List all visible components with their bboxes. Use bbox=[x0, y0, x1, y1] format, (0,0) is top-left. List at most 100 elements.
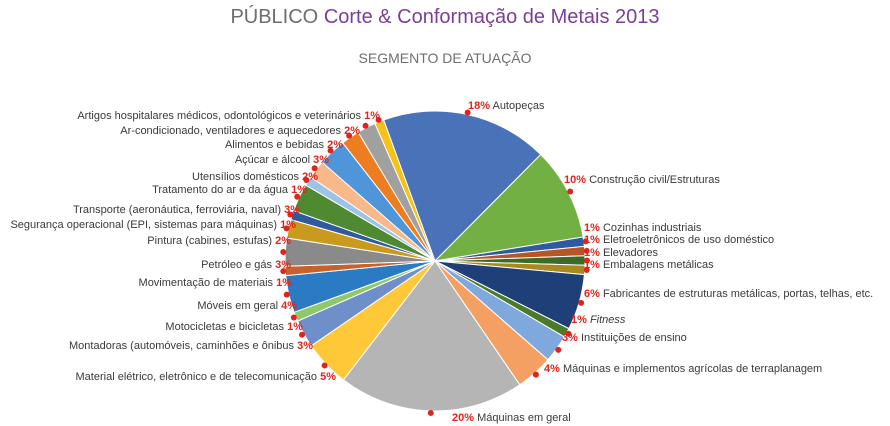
slice-name: Elevadores bbox=[600, 247, 659, 259]
slice-label: 1% Fitness bbox=[571, 314, 626, 326]
chart-title: PÚBLICO Corte & Conformação de Metais 20… bbox=[0, 6, 890, 29]
slice-label: Transporte (aeronáutica, ferroviária, na… bbox=[73, 204, 300, 216]
slice-marker bbox=[321, 362, 328, 369]
slice-percent: 4% bbox=[281, 300, 297, 312]
slice-label: Móveis em geral 4% bbox=[197, 300, 297, 312]
slice-marker bbox=[299, 331, 306, 338]
slice-name: Pintura (cabines, estufas) bbox=[147, 235, 275, 247]
slice-marker bbox=[294, 193, 301, 200]
slice-label: 20% Máquinas em geral bbox=[452, 412, 571, 424]
slice-name: Tratamento do ar e da água bbox=[152, 184, 291, 196]
chart-title-main: Corte & Conformação de Metais 2013 bbox=[323, 6, 660, 28]
slice-name: Máquinas em geral bbox=[474, 412, 571, 424]
slice-marker bbox=[578, 299, 585, 306]
slice-marker bbox=[290, 314, 297, 321]
slice-name: Eletroeletrônicos de uso doméstico bbox=[600, 234, 774, 246]
slice-percent: 1% bbox=[364, 110, 380, 122]
slice-name: Segurança operacional (EPI, sistemas par… bbox=[10, 219, 280, 231]
slice-marker bbox=[464, 109, 471, 116]
slice-marker bbox=[283, 291, 290, 298]
slice-marker bbox=[583, 267, 590, 274]
slice-label: Açúcar e álcool 3% bbox=[235, 154, 329, 166]
slice-percent: 6% bbox=[584, 288, 600, 300]
slice-label: Petróleo e gás 3% bbox=[201, 259, 291, 271]
slice-percent: 1% bbox=[276, 277, 292, 289]
slice-name: Alimentos e bebidas bbox=[225, 139, 327, 151]
pie-slices bbox=[280, 109, 590, 416]
slice-percent: 3% bbox=[297, 340, 313, 352]
slice-marker bbox=[427, 409, 434, 416]
slice-percent: 1% bbox=[584, 234, 600, 246]
slice-name: Construção civil/Estruturas bbox=[586, 174, 720, 186]
slice-label: Material elétrico, eletrônico e de telec… bbox=[76, 371, 337, 383]
slice-label: Motocicletas e bicicletas 1% bbox=[165, 321, 303, 333]
slice-label: 1% Eletroeletrônicos de uso doméstico bbox=[584, 234, 774, 246]
slice-marker bbox=[346, 132, 353, 139]
slice-marker bbox=[362, 122, 369, 129]
slice-percent: 1% bbox=[584, 222, 600, 234]
slice-name: Móveis em geral bbox=[197, 300, 281, 312]
slice-label: Utensílios domésticos 2% bbox=[192, 171, 318, 183]
slice-name: Máquinas e implementos agrícolas de terr… bbox=[560, 363, 822, 375]
slice-label: 18% Autopeças bbox=[468, 100, 545, 112]
slice-percent: 2% bbox=[327, 139, 343, 151]
slice-label: Movimentação de materiais 1% bbox=[139, 277, 293, 289]
slice-percent: 20% bbox=[452, 412, 474, 424]
slice-label: Pintura (cabines, estufas) 2% bbox=[147, 235, 291, 247]
slice-marker bbox=[375, 116, 382, 123]
slice-label: 3% Instituições de ensino bbox=[562, 332, 687, 344]
slice-percent: 4% bbox=[544, 363, 560, 375]
slice-percent: 3% bbox=[562, 332, 578, 344]
slice-marker bbox=[583, 247, 590, 254]
slice-percent: 10% bbox=[564, 174, 586, 186]
slice-marker bbox=[327, 147, 334, 154]
slice-percent: 2% bbox=[302, 171, 318, 183]
slice-percent: 3% bbox=[284, 204, 300, 216]
slice-name: Cozinhas industriais bbox=[600, 222, 702, 234]
slice-label: Montadoras (automóveis, caminhões e ônib… bbox=[69, 340, 313, 352]
slice-name: Montadoras (automóveis, caminhões e ônib… bbox=[69, 340, 297, 352]
slice-label: 6% Fabricantes de estruturas metálicas, … bbox=[584, 288, 873, 300]
slice-percent: 1% bbox=[584, 259, 600, 271]
slice-name: Fitness bbox=[587, 314, 626, 326]
slice-name: Transporte (aeronáutica, ferroviária, na… bbox=[73, 204, 284, 216]
slice-label: 4% Máquinas e implementos agrícolas de t… bbox=[544, 363, 822, 375]
slice-label: 1% Embalagens metálicas bbox=[584, 259, 714, 271]
slice-percent: 2% bbox=[275, 235, 291, 247]
slice-name: Instituições de ensino bbox=[578, 332, 687, 344]
slice-name: Motocicletas e bicicletas bbox=[165, 321, 287, 333]
slice-marker bbox=[287, 211, 294, 218]
slice-marker bbox=[283, 225, 290, 232]
slice-percent: 3% bbox=[275, 259, 291, 271]
chart-title-prefix: PÚBLICO bbox=[230, 6, 319, 28]
slice-marker bbox=[567, 188, 574, 195]
slice-name: Embalagens metálicas bbox=[600, 259, 714, 271]
slice-label: 10% Construção civil/Estruturas bbox=[564, 174, 720, 186]
slice-marker bbox=[565, 330, 572, 337]
slice-marker bbox=[555, 346, 562, 353]
slice-marker bbox=[280, 248, 287, 255]
chart-subtitle: SEGMENTO DE ATUAÇÃO bbox=[358, 50, 532, 66]
slice-name: Fabricantes de estruturas metálicas, por… bbox=[600, 288, 873, 300]
slice-percent: 3% bbox=[313, 154, 329, 166]
slice-name: Açúcar e álcool bbox=[235, 154, 313, 166]
slice-marker bbox=[280, 268, 287, 275]
slice-percent: 2% bbox=[344, 125, 360, 137]
pie-labels: 18% Autopeças 10% Construção civil/Estrut… bbox=[10, 100, 873, 424]
slice-label: Segurança operacional (EPI, sistemas par… bbox=[10, 219, 296, 231]
slice-name: Autopeças bbox=[490, 100, 545, 112]
slice-label: Tratamento do ar e da água 1% bbox=[152, 184, 307, 196]
slice-label: Alimentos e bebidas 2% bbox=[225, 139, 343, 151]
slice-label: Artigos hospitalares médicos, odontológi… bbox=[77, 110, 380, 122]
slice-label: 1% Elevadores bbox=[584, 247, 658, 259]
slice-label: 1% Cozinhas industriais bbox=[584, 222, 702, 234]
slice-percent: 1% bbox=[280, 219, 296, 231]
slice-marker bbox=[582, 238, 589, 245]
slice-percent: 5% bbox=[320, 371, 336, 383]
slice-marker bbox=[303, 177, 310, 183]
slice-name: Petróleo e gás bbox=[201, 259, 275, 271]
slice-marker bbox=[311, 165, 318, 172]
slice-percent: 1% bbox=[291, 184, 307, 196]
slice-name: Material elétrico, eletrônico e de telec… bbox=[76, 371, 321, 383]
